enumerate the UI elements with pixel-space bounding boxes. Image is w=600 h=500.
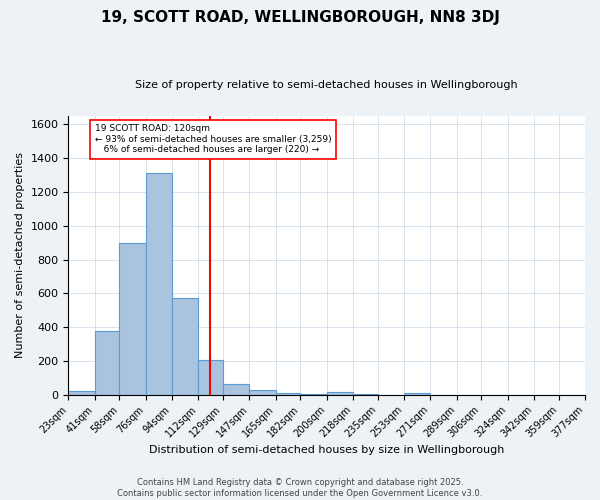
Title: Size of property relative to semi-detached houses in Wellingborough: Size of property relative to semi-detach…	[136, 80, 518, 90]
Bar	[119, 242, 146, 395]
Y-axis label: Number of semi-detached properties: Number of semi-detached properties	[15, 152, 25, 358]
Bar	[327, 392, 353, 395]
Bar	[301, 394, 327, 395]
Bar	[275, 393, 301, 395]
Bar	[353, 394, 378, 395]
Bar	[198, 360, 223, 395]
Text: 19, SCOTT ROAD, WELLINGBOROUGH, NN8 3DJ: 19, SCOTT ROAD, WELLINGBOROUGH, NN8 3DJ	[101, 10, 499, 25]
X-axis label: Distribution of semi-detached houses by size in Wellingborough: Distribution of semi-detached houses by …	[149, 445, 505, 455]
Text: Contains HM Land Registry data © Crown copyright and database right 2025.
Contai: Contains HM Land Registry data © Crown c…	[118, 478, 482, 498]
Bar	[223, 384, 250, 395]
Text: 19 SCOTT ROAD: 120sqm
← 93% of semi-detached houses are smaller (3,259)
   6% of: 19 SCOTT ROAD: 120sqm ← 93% of semi-deta…	[95, 124, 331, 154]
Bar	[404, 393, 430, 395]
Bar	[250, 390, 275, 395]
Bar	[68, 392, 95, 395]
Bar	[172, 298, 198, 395]
Bar	[146, 174, 172, 395]
Bar	[95, 330, 119, 395]
